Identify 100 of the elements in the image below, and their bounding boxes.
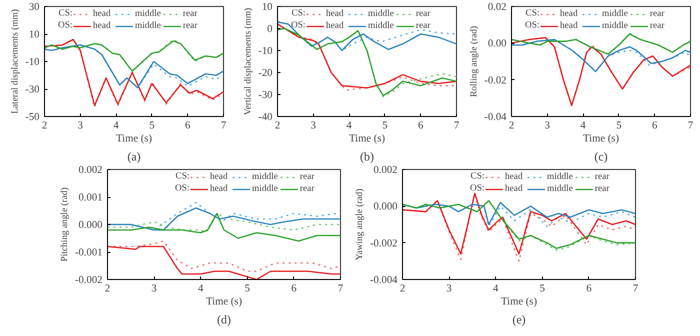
y-tick-label: 0.002 (374, 165, 398, 176)
annotation: OS: (290, 20, 306, 30)
x-tick-label: 4 (493, 284, 500, 294)
x-tick-label: 7 (454, 120, 460, 132)
legend-label: rear (416, 21, 432, 31)
y-tick-label: 0.000 (78, 220, 103, 231)
line-series (278, 21, 456, 52)
annotation: OS: (58, 20, 73, 30)
x-tick-label: 2 (400, 284, 406, 294)
legend-label: head (505, 184, 524, 194)
x-tick-label: 6 (586, 284, 592, 294)
y-tick-label: -10 (258, 46, 273, 57)
x-tick-label: 6 (185, 120, 192, 132)
x-tick-label: 2 (274, 120, 280, 132)
y-tick-label: -30 (258, 90, 273, 101)
legend-label: rear (300, 184, 316, 194)
legend-label: head (93, 21, 112, 31)
y-tick-label: -0.001 (74, 248, 103, 258)
y-tick-label: 30 (28, 2, 40, 13)
x-tick-label: 5 (149, 120, 155, 132)
y-tick-label: -40 (258, 112, 273, 123)
y-tick-label: 10 (262, 2, 272, 13)
y-axis-title: Rolling angle (rad) (469, 26, 480, 97)
x-tick-label: 6 (291, 284, 298, 294)
annotation: CS: (176, 172, 190, 182)
line-series (108, 207, 340, 231)
line-series (44, 38, 224, 108)
x-tick-label: 2 (508, 120, 514, 132)
legend-label: middle (135, 9, 161, 19)
legend-label: middle (252, 172, 278, 182)
x-tick-label: 6 (652, 120, 658, 132)
y-tick-label: 0.02 (488, 2, 507, 13)
annotation: OS: (470, 184, 485, 194)
legend-label: rear (416, 9, 432, 19)
legend-label: middle (368, 21, 394, 31)
y-tick-label: -0.002 (74, 275, 103, 286)
text: (c) (594, 150, 608, 164)
annotation: CS: (526, 8, 540, 18)
x-tick-label: 7 (632, 284, 639, 294)
y-tick-label: -30 (25, 84, 40, 96)
legend-label: rear (594, 184, 610, 194)
legend-label: head (326, 9, 345, 19)
x-tick-label: 4 (198, 284, 204, 294)
legend-label: middle (135, 21, 161, 31)
x-tick-label: 6 (418, 120, 424, 132)
y-axis-title: Pitching angle (rad) (60, 187, 70, 262)
legend-label: middle (602, 21, 628, 31)
x-tick-label: 5 (382, 120, 388, 132)
x-axis-title: Time (s) (500, 296, 538, 308)
x-axis-title: Time (s) (348, 134, 386, 144)
y-tick-label: 0.002 (78, 165, 103, 176)
x-tick-label: 3 (78, 120, 83, 132)
legend-label: middle (547, 184, 573, 194)
legend-label: rear (182, 21, 198, 31)
x-tick-label: 2 (42, 120, 48, 132)
legend-label: rear (182, 9, 198, 19)
y-tick-label: -0.004 (370, 275, 398, 286)
y-axis-title: Vertical displacements (mm) (243, 8, 254, 116)
text: (b) (360, 150, 374, 164)
x-tick-label: 4 (113, 120, 120, 132)
y-tick-label: 0.00 (488, 38, 507, 50)
x-tick-label: 2 (104, 284, 110, 294)
legend-label: head (93, 9, 112, 19)
legend-label: head (210, 172, 229, 182)
y-tick-label: 0.000 (374, 202, 398, 213)
legend-label: rear (650, 9, 666, 19)
y-tick-label: 0 (267, 24, 272, 35)
x-tick-label: 7 (220, 120, 227, 132)
legend-label: head (560, 9, 579, 19)
x-tick-label: 4 (580, 120, 586, 132)
y-axis-title: Yawing angle (rad) (354, 188, 365, 260)
annotation: CS: (58, 8, 73, 18)
legend-label: head (505, 172, 524, 182)
y-tick-label: -0.02 (484, 75, 507, 86)
legend-label: rear (650, 21, 666, 31)
x-tick-label: 3 (544, 120, 550, 132)
y-tick-label: -0.002 (370, 238, 398, 250)
line-series (512, 37, 690, 106)
x-tick-label: 3 (151, 284, 157, 294)
annotation: CS: (292, 8, 306, 18)
line-series (108, 212, 340, 234)
legend-label: middle (368, 9, 394, 19)
x-tick-label: 7 (688, 120, 694, 132)
text: (a) (127, 150, 141, 164)
x-tick-label: 5 (244, 284, 250, 294)
x-axis-title: Time (s) (116, 134, 152, 144)
annotation: CS: (470, 172, 485, 182)
x-tick-label: 3 (310, 120, 316, 132)
x-tick-label: 5 (540, 284, 545, 294)
line-series (108, 212, 340, 242)
y-tick-label: -20 (258, 68, 273, 79)
x-tick-label: 7 (338, 284, 344, 294)
x-axis-title: Time (s) (206, 296, 242, 308)
legend-label: rear (594, 172, 610, 182)
y-tick-label: 10 (28, 30, 40, 40)
text: (e) (512, 312, 526, 326)
y-tick-label: -10 (25, 57, 40, 68)
legend-label: head (560, 21, 579, 31)
y-tick-label: -50 (25, 112, 40, 123)
legend-label: rear (300, 172, 316, 182)
